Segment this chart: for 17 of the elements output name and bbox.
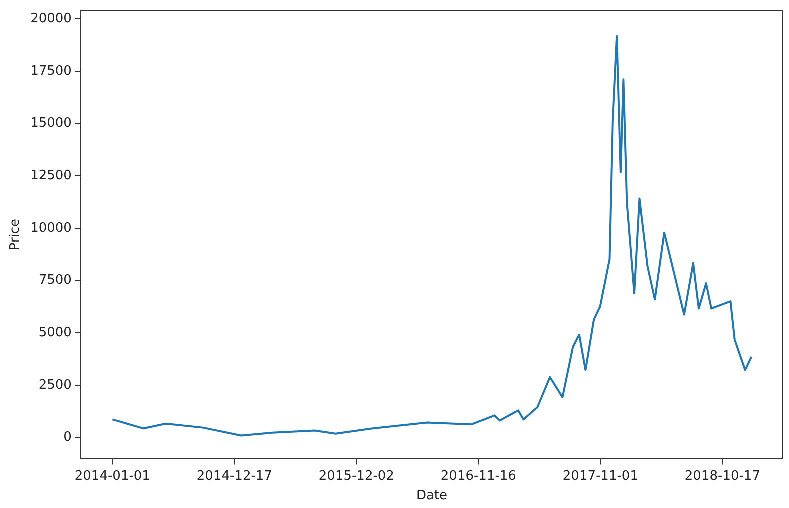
- y-tick-label: 7500: [38, 273, 72, 288]
- y-tick-label: 15000: [30, 116, 72, 132]
- x-tick-label: 2015-12-02: [318, 468, 394, 484]
- y-tick-label: 5000: [38, 326, 72, 341]
- y-tick-label: 12500: [30, 168, 72, 184]
- y-tick-label: 20000: [30, 12, 72, 27]
- x-tick-label: 2017-11-01: [562, 468, 638, 484]
- x-tick-label: 2018-10-17: [684, 468, 760, 484]
- y-tick-label: 2500: [38, 378, 72, 393]
- x-tick-label: 2014-12-17: [196, 468, 272, 484]
- x-axis-title: Date: [416, 488, 448, 504]
- x-tick-label: 2016-11-16: [440, 468, 516, 484]
- y-tick-label: 17500: [30, 64, 72, 79]
- y-tick-label: 10000: [30, 220, 72, 236]
- y-axis-title: Price: [8, 218, 24, 251]
- y-tick-label: 0: [64, 430, 72, 446]
- x-tick-label: 2014-01-01: [74, 468, 150, 484]
